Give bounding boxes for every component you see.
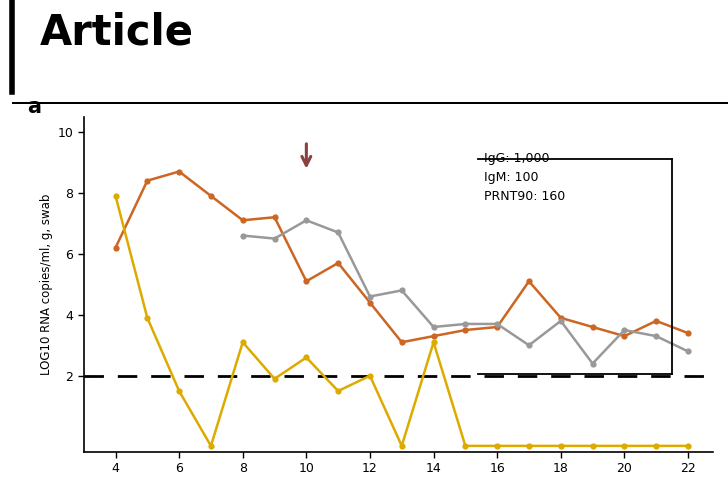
Text: Article: Article: [40, 12, 194, 53]
Y-axis label: LOG10 RNA copies/ml, g, swab: LOG10 RNA copies/ml, g, swab: [40, 193, 53, 375]
Text: IgG: 1,000
IgM: 100
PRNT90: 160: IgG: 1,000 IgM: 100 PRNT90: 160: [484, 152, 566, 203]
Text: a: a: [27, 97, 41, 117]
